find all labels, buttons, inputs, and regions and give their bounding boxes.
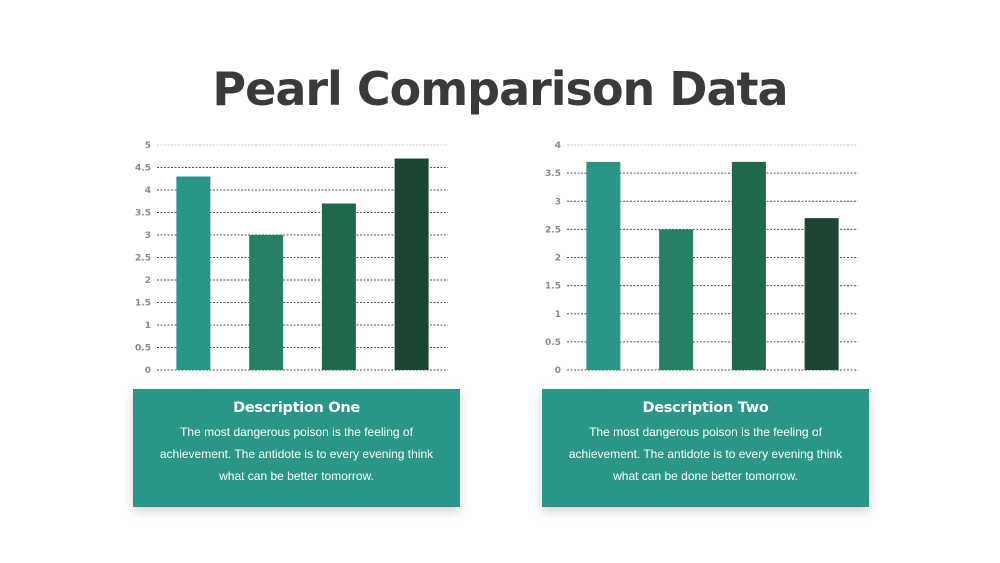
y-tick-label: 2 bbox=[555, 254, 561, 264]
bar bbox=[321, 203, 356, 370]
y-tick-label: 3 bbox=[555, 197, 561, 207]
description-two-box: Description Two The most dangerous poiso… bbox=[542, 389, 869, 507]
bar bbox=[176, 176, 211, 370]
y-tick-label: 2.5 bbox=[545, 225, 561, 235]
y-tick-label: 3 bbox=[145, 231, 151, 241]
y-tick-label: 0.5 bbox=[545, 338, 561, 348]
y-tick-label: 3.5 bbox=[135, 209, 151, 219]
y-tick-label: 4 bbox=[145, 186, 151, 196]
description-one-title: Description One bbox=[233, 400, 360, 416]
bar bbox=[394, 158, 429, 370]
y-tick-label: 4.5 bbox=[135, 164, 151, 174]
y-tick-label: 5 bbox=[145, 141, 151, 151]
y-tick-label: 3.5 bbox=[545, 169, 561, 179]
y-tick-label: 1 bbox=[145, 321, 151, 331]
description-two-title: Description Two bbox=[642, 400, 769, 416]
description-one-box: Description One The most dangerous poiso… bbox=[133, 389, 460, 507]
y-tick-label: 1 bbox=[555, 310, 561, 320]
bar bbox=[659, 229, 694, 370]
bar bbox=[804, 218, 839, 370]
y-tick-label: 4 bbox=[555, 141, 561, 151]
description-two-text: The most dangerous poison is the feeling… bbox=[568, 425, 843, 483]
y-tick-label: 0 bbox=[555, 366, 561, 376]
bar bbox=[586, 161, 621, 370]
y-tick-label: 1.5 bbox=[135, 299, 151, 309]
description-one-text: The most dangerous poison is the feeling… bbox=[159, 425, 434, 483]
bar bbox=[731, 161, 766, 370]
bar-chart-two-svg: 0 0.5 1 1.5 2 2.5 3 3.5 4 bbox=[545, 141, 858, 376]
y-tick-label: 1.5 bbox=[545, 282, 561, 292]
y-tick-label: 0.5 bbox=[135, 344, 151, 354]
page-title: Pearl Comparison Data bbox=[212, 62, 788, 116]
y-tick-label: 0 bbox=[145, 366, 151, 376]
y-tick-label: 2 bbox=[145, 276, 151, 286]
bar bbox=[249, 235, 284, 370]
y-tick-label: 2.5 bbox=[135, 254, 151, 264]
bar-chart-one: 0 0.5 1 1.5 2 2.5 3 3.5 4 4.5 5 bbox=[130, 138, 460, 378]
bar-chart-two: 0 0.5 1 1.5 2 2.5 3 3.5 4 bbox=[540, 138, 870, 378]
bar-chart-one-svg: 0 0.5 1 1.5 2 2.5 3 3.5 4 4.5 5 bbox=[135, 141, 448, 376]
